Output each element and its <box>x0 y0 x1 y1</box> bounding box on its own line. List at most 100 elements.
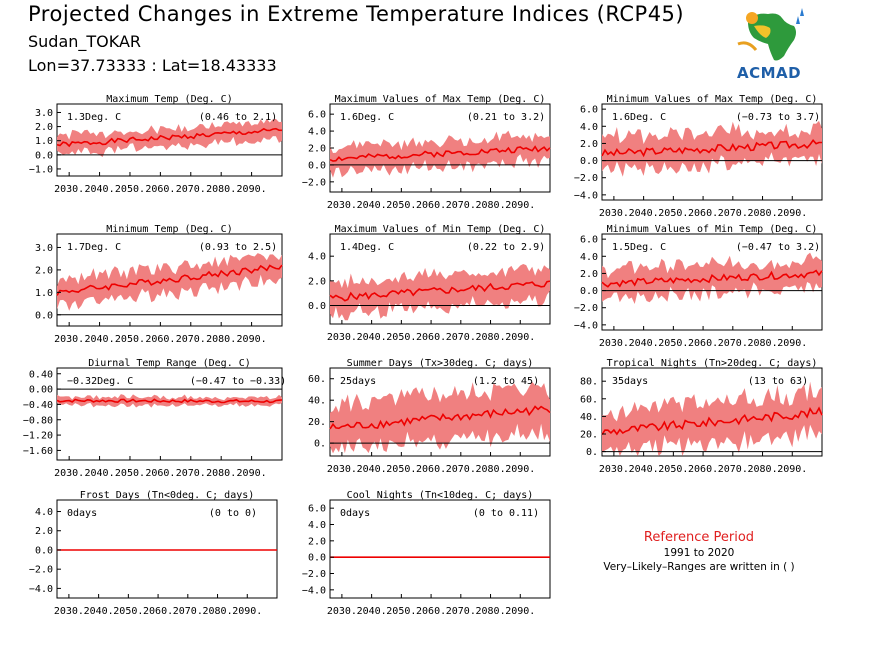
y-tick-label: −4.0 <box>574 320 598 331</box>
y-tick-label: 20. <box>580 430 598 441</box>
likely-range-band <box>57 253 282 311</box>
x-tick-label: 2040. <box>629 464 659 475</box>
y-tick-label: −4.0 <box>574 190 598 201</box>
median-series-line <box>601 139 822 158</box>
x-tick-label: 2060. <box>416 464 446 475</box>
y-tick-label: 2.0 <box>308 144 326 155</box>
x-tick-label: 2070. <box>446 464 476 475</box>
y-tick-label: 4.0 <box>308 520 326 531</box>
plot-frame <box>56 499 278 599</box>
x-tick-label: 2060. <box>416 606 446 617</box>
x-tick-label: 2030. <box>599 208 629 219</box>
x-tick-label: 2050. <box>113 606 143 617</box>
x-tick-label: 2090. <box>777 208 807 219</box>
median-series-line <box>329 145 551 162</box>
x-tick-label: 2080. <box>206 184 236 195</box>
y-tick-label: 0.40 <box>29 369 53 380</box>
likely-range-label: (−0.47 to 3.2) <box>736 242 820 253</box>
x-tick-label: 2050. <box>386 200 416 211</box>
x-tick-label: 2030. <box>327 332 357 343</box>
median-series-line <box>601 406 823 436</box>
chart-title: Summer Days (Tx>30deg. C; days) <box>347 358 534 369</box>
y-tick-label: 0.00 <box>29 385 53 396</box>
x-tick-label: 2070. <box>718 464 748 475</box>
reference-period-block: Reference Period 1991 to 2020 Very–Likel… <box>574 530 824 573</box>
x-tick-label: 2080. <box>475 200 505 211</box>
y-tick-label: 4.0 <box>580 122 598 133</box>
logo-text: ACMAD <box>737 64 802 82</box>
x-tick-label: 2040. <box>357 606 387 617</box>
x-tick-label: 2040. <box>85 334 115 345</box>
x-tick-label: 2050. <box>386 464 416 475</box>
x-tick-label: 2060. <box>688 338 718 349</box>
chart-title: Minimum Values of Max Temp (Deg. C) <box>607 94 818 105</box>
summary-value: 1.6Deg. C <box>340 112 394 123</box>
station-coordinates: Lon=37.73333 : Lat=18.43333 <box>28 56 277 75</box>
reference-note: Very–Likely–Ranges are written in ( ) <box>603 561 795 573</box>
x-tick-label: 2050. <box>386 606 416 617</box>
y-tick-label: 4.0 <box>580 252 598 263</box>
median-series-line <box>329 405 551 430</box>
likely-range-label: (−0.73 to 3.7) <box>736 112 820 123</box>
chart-title: Tropical Nights (Tn>20deg. C; days) <box>607 358 818 369</box>
likely-range-label: (13 to 63) <box>748 376 808 387</box>
y-tick-label: 6.0 <box>580 105 598 116</box>
likely-range-label: (0.22 to 2.9) <box>467 242 545 253</box>
y-tick-label: 40. <box>580 412 598 423</box>
y-tick-label: −1.60 <box>23 446 53 457</box>
chart-title: Minimum Temp (Deg. C) <box>106 224 232 235</box>
x-tick-label: 2050. <box>115 334 145 345</box>
x-tick-label: 2090. <box>237 468 267 479</box>
x-tick-label: 2090. <box>505 606 535 617</box>
x-tick-label: 2080. <box>747 208 777 219</box>
chart-panel-11: Cool Nights (Tn<10deg. C; days) 6.0 4.0 2.0… <box>302 490 551 617</box>
y-tick-label: 3.0 <box>35 243 53 254</box>
x-tick-label: 2090. <box>237 334 267 345</box>
x-tick-label: 2090. <box>505 332 535 343</box>
y-tick-label: 4.0 <box>308 127 326 138</box>
y-tick-label: 40. <box>308 396 326 407</box>
y-tick-label: −0.40 <box>23 400 53 411</box>
chart-panel-6: Minimum Values of Min Temp (Deg. C) 6.0 4.… <box>574 224 823 349</box>
x-tick-label: 2050. <box>115 468 145 479</box>
y-tick-label: 3.0 <box>35 108 53 119</box>
page-title: Projected Changes in Extreme Temperature… <box>28 2 685 26</box>
x-tick-label: 2070. <box>176 184 206 195</box>
y-tick-label: −1.20 <box>23 431 53 442</box>
y-tick-label: 2.0 <box>35 265 53 276</box>
y-tick-label: 6.0 <box>308 110 326 121</box>
y-tick-label: −1.0 <box>29 164 53 175</box>
summary-value: 1.6Deg. C <box>612 112 666 123</box>
y-tick-label: 0.0 <box>35 545 53 556</box>
median-series-line <box>56 264 283 296</box>
x-tick-label: 2070. <box>176 334 206 345</box>
x-tick-label: 2040. <box>84 606 114 617</box>
x-tick-label: 2080. <box>747 338 777 349</box>
x-tick-label: 2080. <box>475 464 505 475</box>
reference-period-title: Reference Period <box>643 530 755 545</box>
y-tick-label: −4.0 <box>302 585 326 596</box>
x-tick-label: 2080. <box>747 464 777 475</box>
chart-title: Cool Nights (Tn<10deg. C; days) <box>347 490 534 501</box>
x-tick-label: 2050. <box>658 338 688 349</box>
x-tick-label: 2060. <box>416 332 446 343</box>
x-tick-label: 2030. <box>599 464 629 475</box>
chart-title: Frost Days (Tn<0deg. C; days) <box>80 490 255 501</box>
chart-title: Maximum Temp (Deg. C) <box>106 94 232 105</box>
x-tick-label: 2060. <box>143 606 173 617</box>
likely-range-band <box>330 264 550 321</box>
y-tick-label: 0.0 <box>308 160 326 171</box>
likely-range-band <box>330 381 550 454</box>
chart-panel-3: Minimum Values of Max Temp (Deg. C) 6.0 4.… <box>574 94 823 219</box>
chart-title: Maximum Values of Min Temp (Deg. C) <box>335 224 546 235</box>
y-tick-label: 60. <box>308 374 326 385</box>
x-tick-label: 2050. <box>115 184 145 195</box>
chart-title: Maximum Values of Max Temp (Deg. C) <box>335 94 546 105</box>
y-tick-label: −4.0 <box>29 584 53 595</box>
chart-panel-10: Frost Days (Tn<0deg. C; days) 4.0 2.0 0.0 −2… <box>29 490 278 617</box>
median-series-line <box>56 398 283 404</box>
likely-range-label: (0.93 to 2.5) <box>199 242 277 253</box>
x-tick-label: 2030. <box>54 184 84 195</box>
summary-value: 1.4Deg. C <box>340 242 394 253</box>
